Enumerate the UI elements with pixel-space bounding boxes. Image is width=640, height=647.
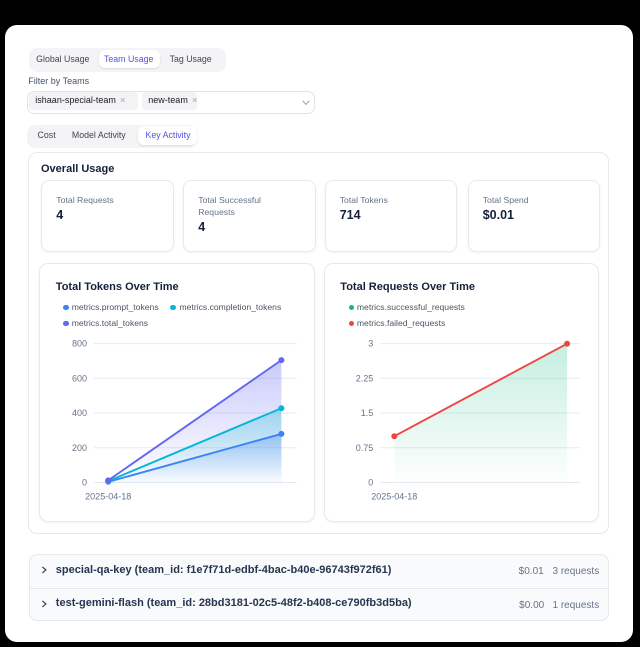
svg-text:600: 600: [72, 373, 87, 383]
svg-text:1.5: 1.5: [361, 408, 374, 418]
svg-text:0.75: 0.75: [356, 442, 374, 452]
svg-text:800: 800: [72, 338, 87, 348]
svg-text:0: 0: [82, 477, 87, 487]
svg-text:2.25: 2.25: [356, 373, 374, 383]
svg-text:400: 400: [72, 408, 87, 418]
svg-text:2025-04-18: 2025-04-18: [85, 491, 131, 501]
svg-text:3: 3: [368, 338, 373, 348]
svg-text:0: 0: [368, 477, 373, 487]
svg-text:200: 200: [72, 442, 87, 452]
svg-text:2025-04-18: 2025-04-18: [371, 491, 417, 501]
